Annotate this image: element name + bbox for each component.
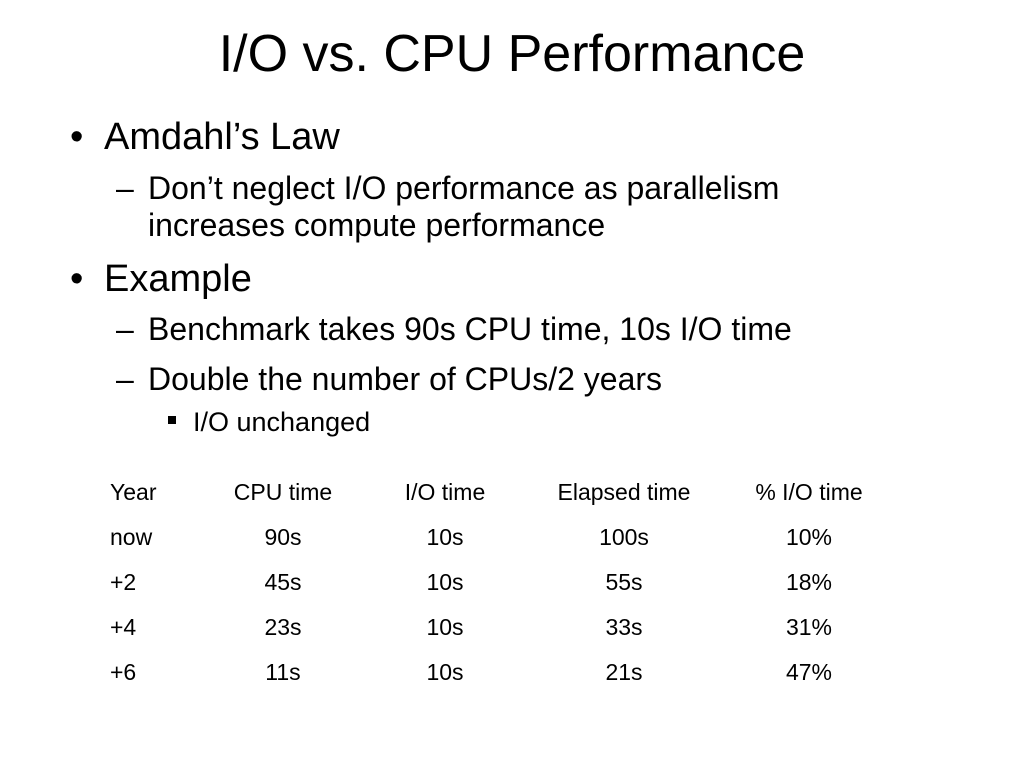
cell-elapsed-time: 55s: [605, 569, 643, 595]
cell-year: +4: [110, 614, 137, 640]
cell-io-time: 10s: [426, 569, 464, 595]
performance-table: Year CPU time I/O time Elapsed time % I/…: [98, 470, 900, 695]
bullet-text: Example: [104, 258, 252, 300]
bullet-glyph: •: [70, 116, 84, 158]
cell-pct-io-time: 31%: [785, 614, 833, 640]
square-bullet-icon: [168, 416, 176, 424]
sub-bullet-text: Double the number of CPUs/2 years: [148, 361, 663, 397]
table-row: +2 45s 10s 55s 18%: [98, 560, 900, 605]
cell-elapsed-time: 100s: [599, 524, 649, 550]
dash-glyph: –: [116, 361, 134, 397]
sub-bullet-text: Benchmark takes 90s CPU time, 10s I/O ti…: [148, 311, 792, 347]
header-io-time: I/O time: [404, 479, 486, 505]
table-header-row: Year CPU time I/O time Elapsed time % I/…: [98, 470, 900, 515]
cell-cpu-time: 45s: [264, 569, 302, 595]
sub-bullet-text-line1: Don’t neglect I/O performance as paralle…: [148, 170, 780, 206]
dash-glyph: –: [116, 311, 134, 347]
cell-io-time: 10s: [426, 659, 464, 685]
table-row: +6 11s 10s 21s 47%: [98, 650, 900, 695]
cell-io-time: 10s: [426, 524, 464, 550]
cell-cpu-time: 90s: [264, 524, 302, 550]
cell-cpu-time: 11s: [265, 659, 301, 685]
sub-bullet-text-line2: increases compute performance: [148, 207, 606, 243]
cell-pct-io-time: 18%: [785, 569, 833, 595]
bullet-text: Amdahl’s Law: [104, 116, 340, 158]
cell-year: +2: [110, 569, 137, 595]
cell-year: now: [110, 524, 153, 550]
table-row: +4 23s 10s 33s 31%: [98, 605, 900, 650]
cell-elapsed-time: 21s: [605, 659, 643, 685]
header-pct-io-time: % I/O time: [755, 479, 863, 505]
header-cpu-time: CPU time: [233, 479, 333, 505]
dash-glyph: –: [116, 170, 134, 206]
table-row: now 90s 10s 100s 10%: [98, 515, 900, 560]
bullet-glyph: •: [70, 258, 84, 300]
slide-title: I/O vs. CPU Performance: [218, 25, 806, 83]
cell-pct-io-time: 10%: [785, 524, 833, 550]
cell-year: +6: [110, 659, 137, 685]
cell-elapsed-time: 33s: [605, 614, 643, 640]
header-elapsed-time: Elapsed time: [557, 479, 691, 505]
header-year: Year: [110, 479, 157, 505]
cell-io-time: 10s: [426, 614, 464, 640]
cell-cpu-time: 23s: [264, 614, 302, 640]
sub-sub-bullet-text: I/O unchanged: [193, 407, 371, 437]
cell-pct-io-time: 47%: [785, 659, 833, 685]
